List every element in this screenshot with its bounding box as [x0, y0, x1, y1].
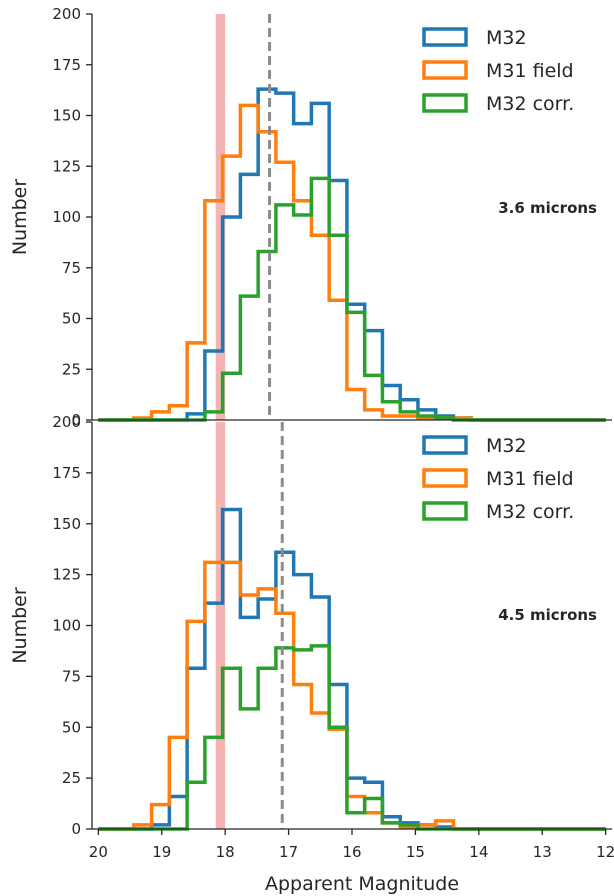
y-axis-title: Number — [9, 179, 31, 256]
legend-swatch-m31-field — [422, 60, 468, 80]
y-tick-label: 200 — [52, 413, 81, 431]
legend-label-m31-field: M31 field — [486, 60, 574, 82]
y-tick-label: 0 — [71, 411, 81, 429]
x-tick-label: 12 — [596, 843, 614, 861]
x-tick-label: 15 — [406, 843, 425, 861]
legend-swatch-m32-corr — [422, 93, 468, 113]
legend-swatch-m32 — [422, 27, 468, 47]
y-tick-label: 25 — [62, 360, 81, 378]
legend-label-m32: M32 — [486, 27, 527, 49]
x-tick-label: 19 — [152, 843, 171, 861]
y-axis-title: Number — [9, 587, 31, 664]
x-tick-label: 20 — [89, 843, 108, 861]
legend: M32 M31 field M32 corr. — [422, 435, 574, 523]
x-axis-title: Apparent Magnitude — [265, 873, 459, 895]
legend-label-m32-corr: M32 corr. — [486, 93, 574, 115]
legend-label-m32-corr: M32 corr. — [486, 501, 574, 523]
y-tick-label: 175 — [52, 56, 81, 74]
histogram-m31-field — [98, 560, 606, 831]
legend-swatch-m31-field — [422, 468, 468, 488]
y-tick-label: 0 — [71, 820, 81, 838]
histogram-m31-field — [98, 103, 606, 422]
shaded-band — [215, 14, 226, 420]
panel-label: 3.6 microns — [498, 199, 597, 217]
y-tick-label: 200 — [52, 5, 81, 23]
x-tick-label: 16 — [342, 843, 361, 861]
histogram-m32 — [98, 507, 606, 831]
y-tick-label: 100 — [52, 208, 81, 226]
x-tick-label: 17 — [279, 843, 298, 861]
x-tick-label: 18 — [216, 843, 235, 861]
histogram-m32 — [98, 87, 606, 422]
y-tick-label: 75 — [62, 667, 81, 685]
shaded-band — [215, 422, 226, 829]
y-tick-label: 50 — [62, 310, 81, 328]
y-tick-label: 25 — [62, 769, 81, 787]
y-tick-label: 150 — [52, 515, 81, 533]
legend-label-m31-field: M31 field — [486, 468, 574, 490]
x-tick-label: 13 — [533, 843, 552, 861]
legend: M32 M31 field M32 corr. — [422, 27, 574, 115]
y-tick-label: 125 — [52, 157, 81, 175]
x-tick-label: 14 — [469, 843, 488, 861]
y-tick-label: 150 — [52, 107, 81, 125]
y-tick-label: 50 — [62, 718, 81, 736]
legend-swatch-m32 — [422, 435, 468, 455]
y-tick-label: 175 — [52, 464, 81, 482]
bottom-panel-4-5-microns: 0 25 50 75 100 125 150 175 200 20 19 18 17 16 15 14 13 12… — [9, 413, 614, 895]
legend-swatch-m32-corr — [422, 501, 468, 521]
panel-label: 4.5 microns — [498, 606, 597, 624]
legend-label-m32: M32 — [486, 435, 527, 457]
y-tick-label: 100 — [52, 617, 81, 635]
y-tick-label: 125 — [52, 566, 81, 584]
top-panel-3-6-microns: 0 25 50 75 100 125 150 175 200 Number M32 M31 field… — [9, 5, 612, 429]
y-tick-label: 75 — [62, 259, 81, 277]
